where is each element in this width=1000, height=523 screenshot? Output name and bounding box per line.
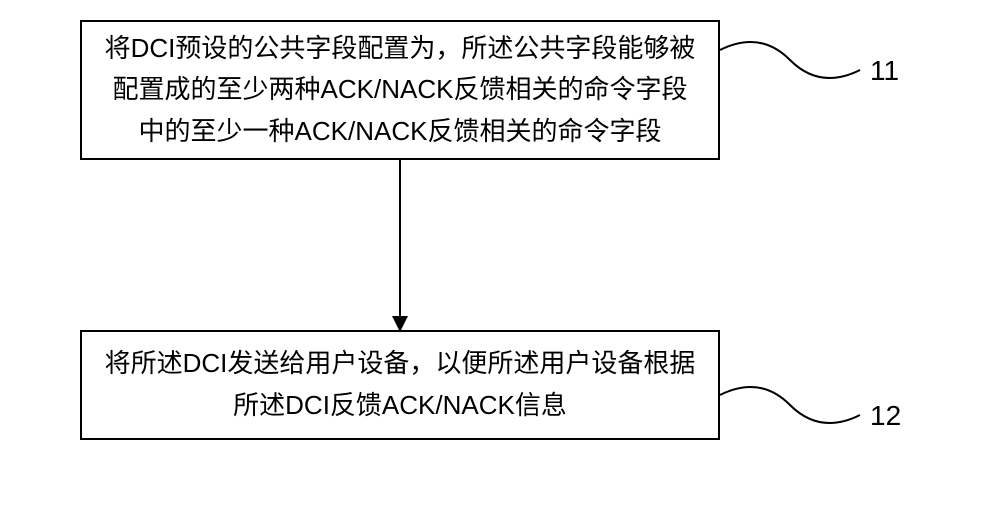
step-box-1: 将DCI预设的公共字段配置为，所述公共字段能够被配置成的至少两种ACK/NACK… (80, 20, 720, 160)
step-1-text: 将DCI预设的公共字段配置为，所述公共字段能够被配置成的至少两种ACK/NACK… (102, 28, 698, 153)
curve-connector-2 (720, 380, 870, 440)
step-label-1: 11 (870, 55, 899, 87)
curve-connector-1 (720, 35, 870, 95)
step-box-2: 将所述DCI发送给用户设备，以便所述用户设备根据所述DCI反馈ACK/NACK信… (80, 330, 720, 440)
flowchart-container: 将DCI预设的公共字段配置为，所述公共字段能够被配置成的至少两种ACK/NACK… (0, 0, 1000, 523)
arrow-connector (388, 160, 412, 335)
step-label-2: 12 (870, 400, 901, 432)
step-2-text: 将所述DCI发送给用户设备，以便所述用户设备根据所述DCI反馈ACK/NACK信… (102, 343, 698, 426)
